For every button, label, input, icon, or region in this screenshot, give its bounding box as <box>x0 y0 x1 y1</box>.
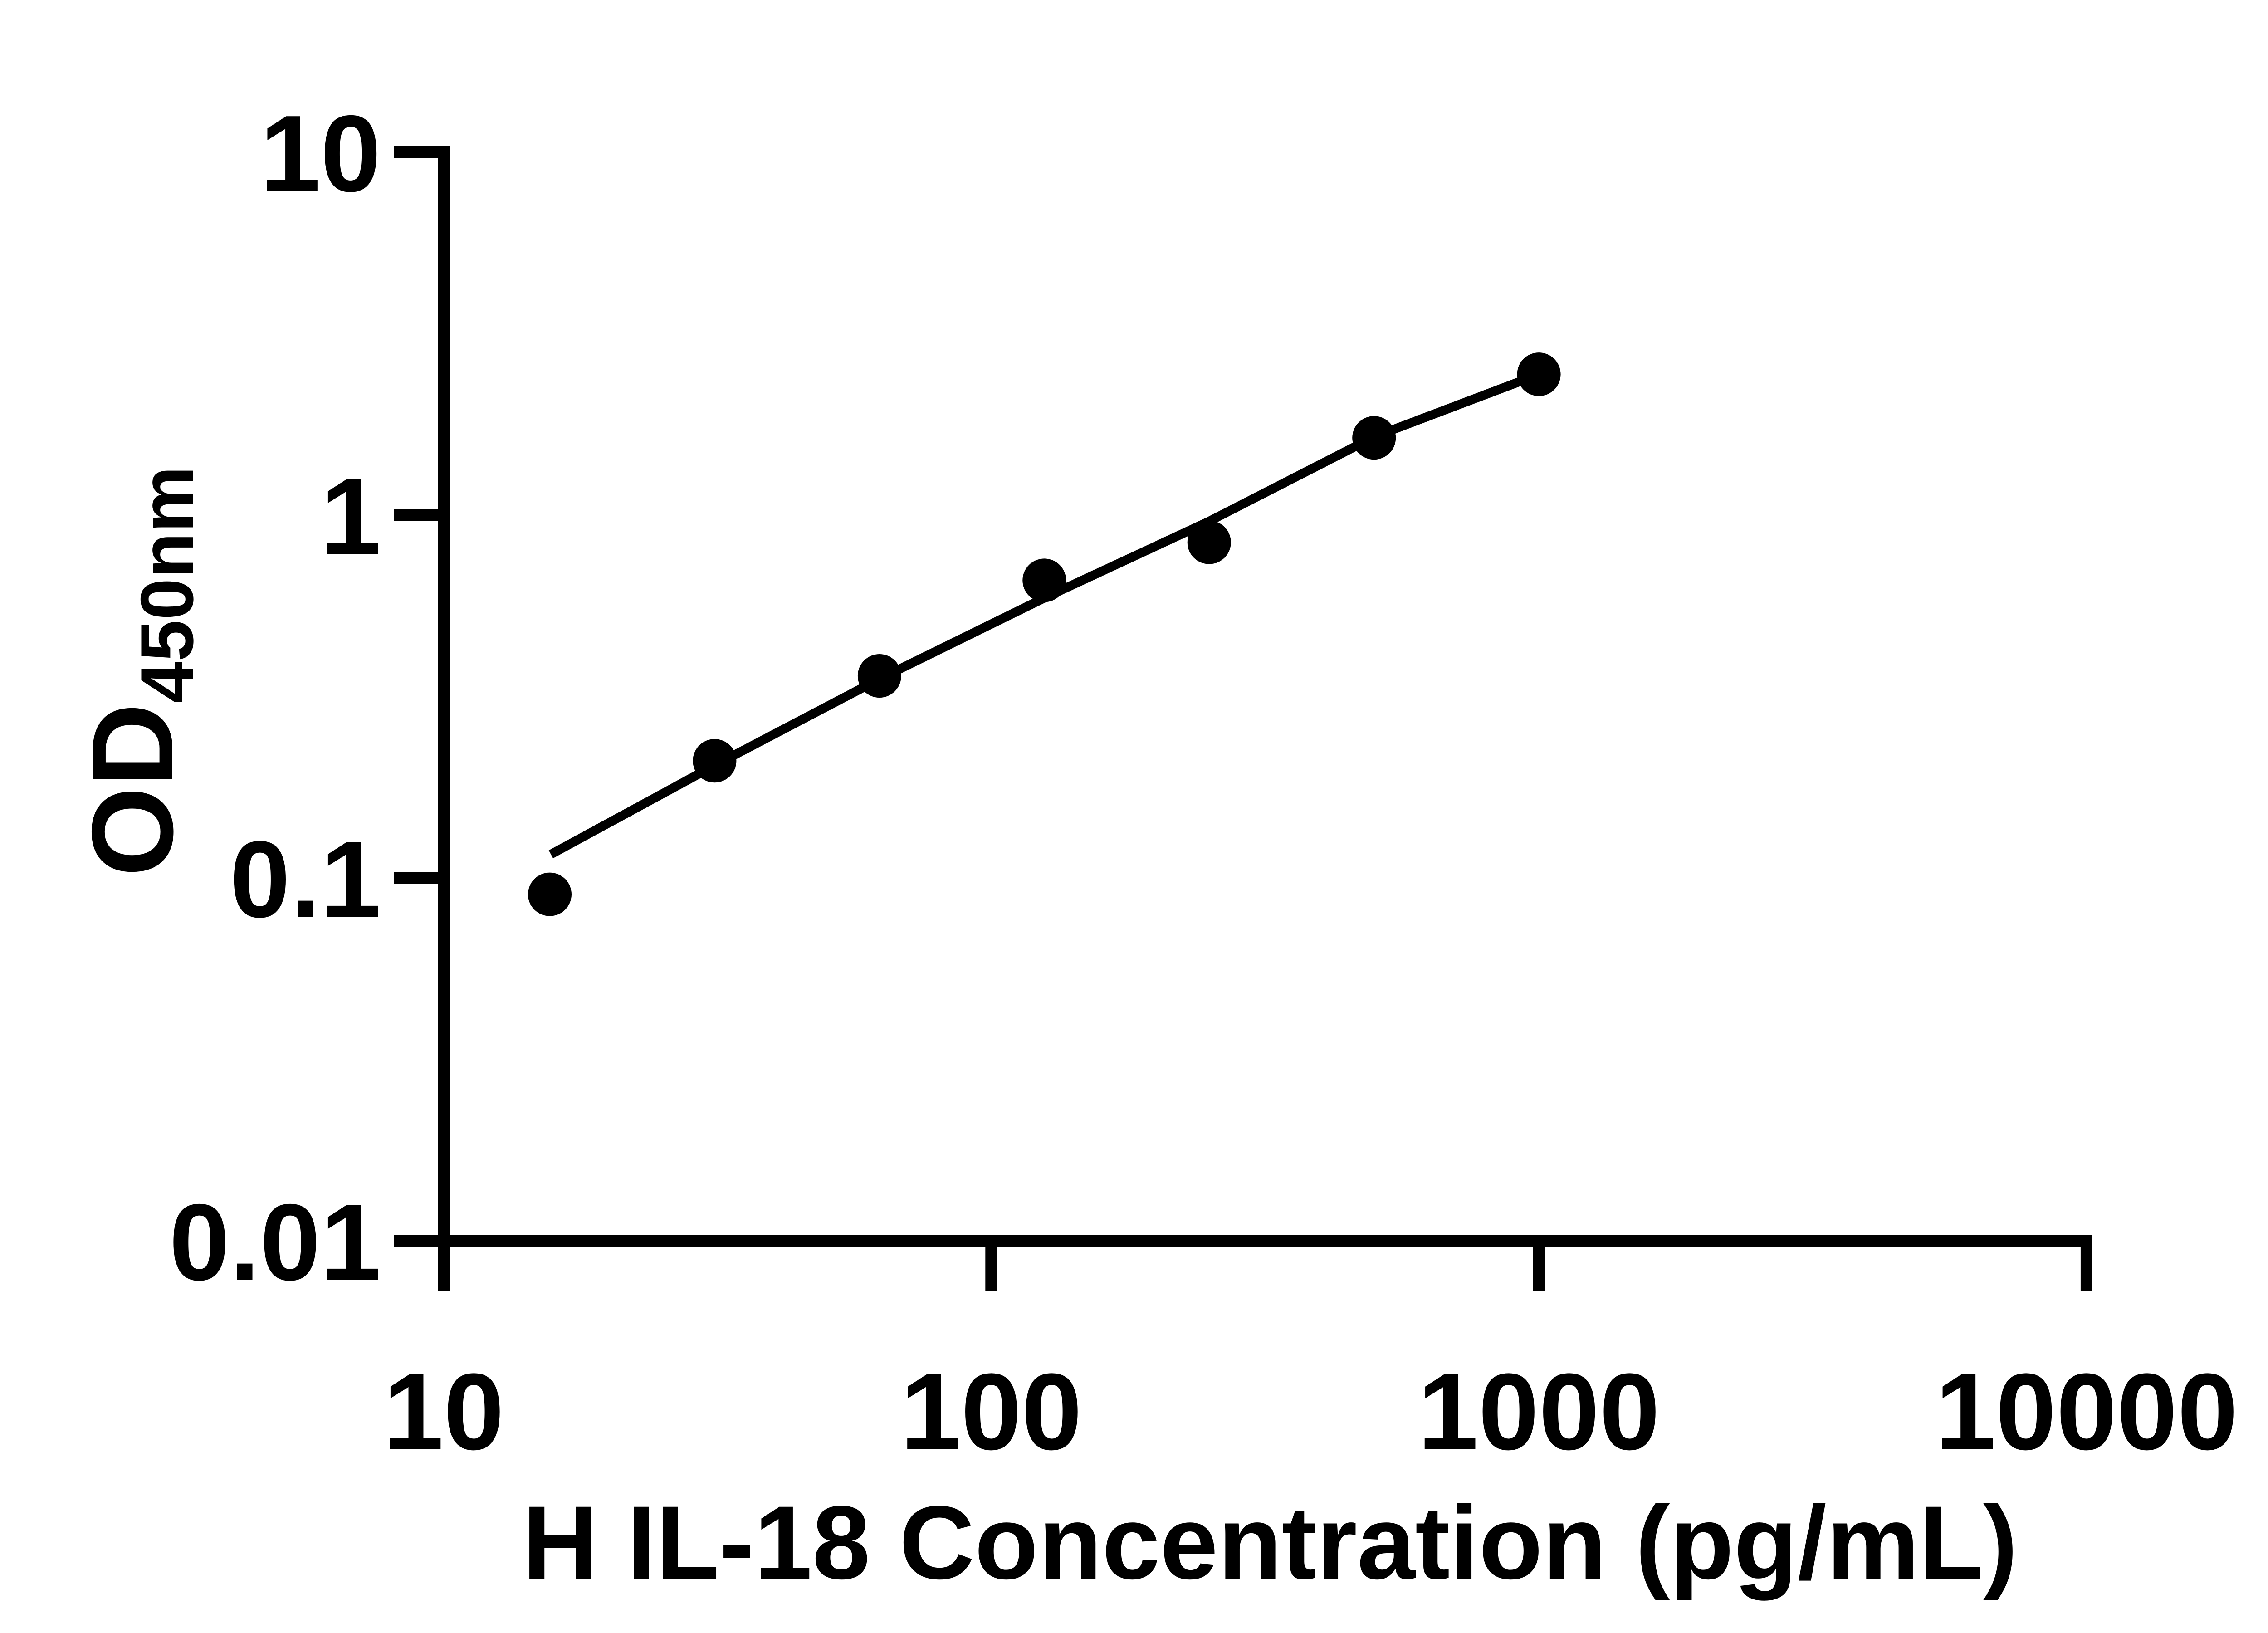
data-point-125 <box>1022 558 1066 602</box>
x-axis-title: H IL-18 Concentration (pg/mL) <box>523 1484 2018 1601</box>
data-point-15.625 <box>528 872 572 916</box>
x-tick-label-100: 100 <box>900 1351 1082 1472</box>
data-point-62.5 <box>857 654 901 698</box>
x-axis-ticks: 10 100 1000 10000 <box>383 1241 2238 1472</box>
y-tick-label-1: 1 <box>321 455 381 577</box>
y-tick-label-10: 10 <box>260 93 381 214</box>
data-point-31.25 <box>693 739 737 783</box>
x-tick-label-10: 10 <box>383 1351 504 1472</box>
y-tick-label-0.01: 0.01 <box>169 1181 381 1303</box>
y-axis-title: OD450nm <box>68 466 209 876</box>
x-tick-label-1000: 1000 <box>1418 1351 1660 1472</box>
data-points-group <box>528 352 1561 916</box>
y-axis-ticks: 10 1 0.1 0.01 <box>169 93 444 1303</box>
data-point-500 <box>1352 416 1396 460</box>
data-point-1000 <box>1517 352 1561 396</box>
y-axis-title-sub: 450nm <box>125 466 209 703</box>
data-point-250 <box>1187 520 1231 564</box>
y-tick-label-0.1: 0.1 <box>230 818 381 940</box>
x-tick-label-10000: 10000 <box>1935 1351 2238 1472</box>
y-axis-title-main: OD <box>68 703 197 877</box>
